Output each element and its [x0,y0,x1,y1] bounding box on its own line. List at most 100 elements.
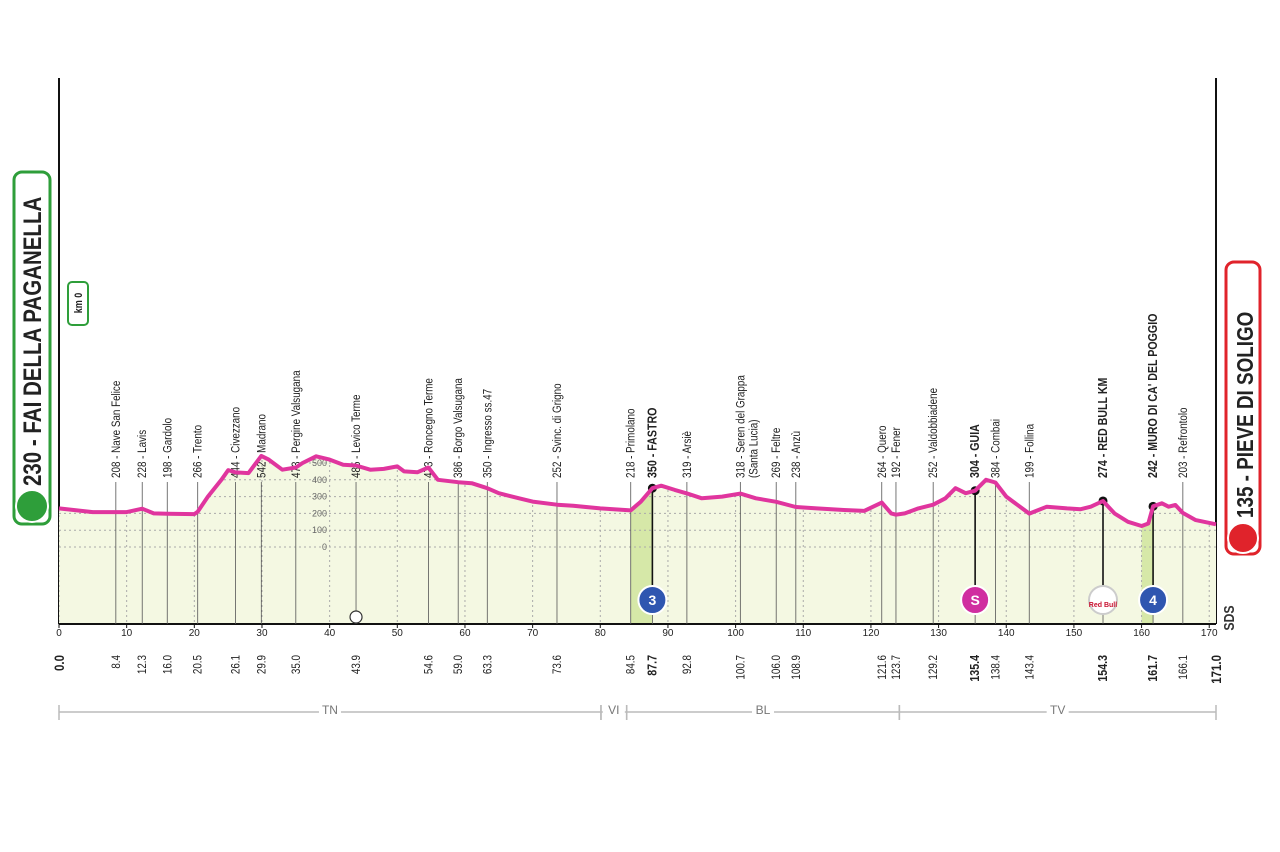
waypoint-km: 73.6 [551,655,564,674]
badge [637,585,668,615]
waypoint-km: 8.4 [110,655,123,669]
waypoint-label: 473 - Roncegno Terme [423,378,436,478]
waypoint-label: 444 - Civezzano [230,407,243,478]
waypoint-km: 135.4 [967,655,982,682]
badge-text: 4 [1149,592,1157,608]
tunnel-icon [349,610,363,624]
badge [1138,585,1169,615]
waypoint-label: 319 - Arsiè [681,431,694,478]
waypoint-km: 20.5 [192,655,205,674]
waypoint-km: 35.0 [290,655,303,674]
waypoint-km: 106.0 [770,655,783,680]
waypoint-km: 143.4 [1023,655,1036,680]
waypoint-km: 161.7 [1145,655,1160,682]
waypoint-label: 350 - FASTRO [644,408,659,478]
waypoint-label: 266 - Trento [192,425,205,478]
x-tick-label: 10 [121,628,133,639]
waypoint-km: 123.7 [890,655,903,680]
x-tick-label: 150 [1066,628,1083,639]
x-tick-label: 130 [930,628,947,639]
x-tick-label: 80 [595,628,607,639]
waypoint-km: 154.3 [1095,655,1110,682]
badge [1088,585,1119,615]
waypoint-km: 12.3 [136,655,149,674]
region-label: TN [322,703,338,717]
waypoint-km: 87.7 [644,655,659,676]
start-banner [12,170,52,526]
km0-box [67,281,89,326]
waypoint-label: 350 - Ingresso ss.47 [481,389,494,478]
y-tick-label: 0 [322,542,327,552]
x-tick-label: 140 [998,628,1015,639]
region-label-bg [318,702,341,718]
x-tick-label: 170 [1201,628,1218,639]
x-tick-label: 40 [324,628,336,639]
waypoint-km: 100.7 [735,655,748,680]
badge-text: 3 [648,592,656,608]
waypoint-label: 252 - Svinc. di Grigno [551,383,564,478]
finish-icon [1227,522,1259,554]
waypoint-km: 108.9 [790,655,803,680]
logo: SDS [1221,605,1237,630]
waypoint-label: 218 - Primolano [625,409,638,478]
waypoint-label: 274 - RED BULL KM [1095,378,1110,478]
waypoint-km: 29.9 [255,655,268,674]
x-tick-label: 0 [56,628,62,639]
waypoint-label: 252 - Valdobbiadene [927,388,940,478]
y-tick-label: 400 [312,475,327,485]
waypoint-label: 485 - Levico Terme [350,395,363,478]
region-label: VI [608,703,619,717]
waypoint-km: 138.4 [990,655,1003,680]
waypoint-label: 386 - Borgo Valsugana [452,377,465,478]
region-label: BL [756,703,771,717]
waypoint-label: 203 - Refrontolo [1177,407,1190,478]
waypoint-km: 92.8 [681,655,694,674]
finish-label: 135 - PIEVE DI SOLIGO [1233,312,1258,518]
waypoint-label: 238 - Anzù [790,431,803,478]
waypoint-km: 84.5 [625,655,638,674]
x-tick-label: 120 [863,628,880,639]
x-tick-label: 110 [795,628,811,639]
start-km: 0.0 [51,655,67,671]
badge [960,585,991,615]
waypoint-km: 121.6 [876,655,889,680]
waypoint-label: 208 - Nave San Felice [110,381,123,478]
waypoint-label: 542 - Madrano [255,414,268,478]
badge-text: S [970,592,979,608]
y-tick-label: 500 [312,458,327,468]
waypoint-km: 26.1 [230,655,243,674]
waypoint-label: 473 - Pergine Valsugana [290,370,303,478]
waypoint-km: 63.3 [481,655,494,674]
waypoint-km: 43.9 [350,655,363,674]
waypoint-label: 198 - Gardolo [161,418,174,478]
waypoint-km: 59.0 [452,655,465,674]
finish-km: 171.0 [1208,655,1224,684]
x-tick-label: 60 [459,628,471,639]
waypoint-label: 318 - Seren del Grappa [735,374,748,478]
waypoint-label: 269 - Feltre [770,428,783,478]
start-icon [15,489,49,523]
waypoint-label: 228 - Lavis [136,429,149,478]
region-label-bg [752,702,775,718]
start-label: 230 - FAI DELLA PAGANELLA [18,197,46,486]
x-tick-label: 160 [1133,628,1150,639]
y-tick-label: 200 [312,508,327,518]
waypoint-km: 54.6 [423,655,436,674]
badge-text: Red Bull [1089,602,1117,609]
waypoint-sublabel: (Santa Lucia) [748,419,761,478]
region-label: TV [1050,703,1065,717]
x-tick-label: 30 [256,628,268,639]
waypoint-km: 129.2 [927,655,940,680]
y-tick-label: 100 [312,525,327,535]
x-tick-label: 90 [662,628,674,639]
waypoint-label: 384 - Combai [990,419,1003,478]
region-label-bg [1046,702,1069,718]
x-tick-label: 70 [527,628,539,639]
waypoint-km: 166.1 [1177,655,1190,680]
region-label-bg [602,702,625,718]
waypoint-label: 192 - Fener [890,427,903,478]
waypoint-label: 242 - MURO DI CA' DEL POGGIO [1145,314,1160,478]
x-tick-label: 50 [392,628,404,639]
profile-line [58,453,1217,528]
